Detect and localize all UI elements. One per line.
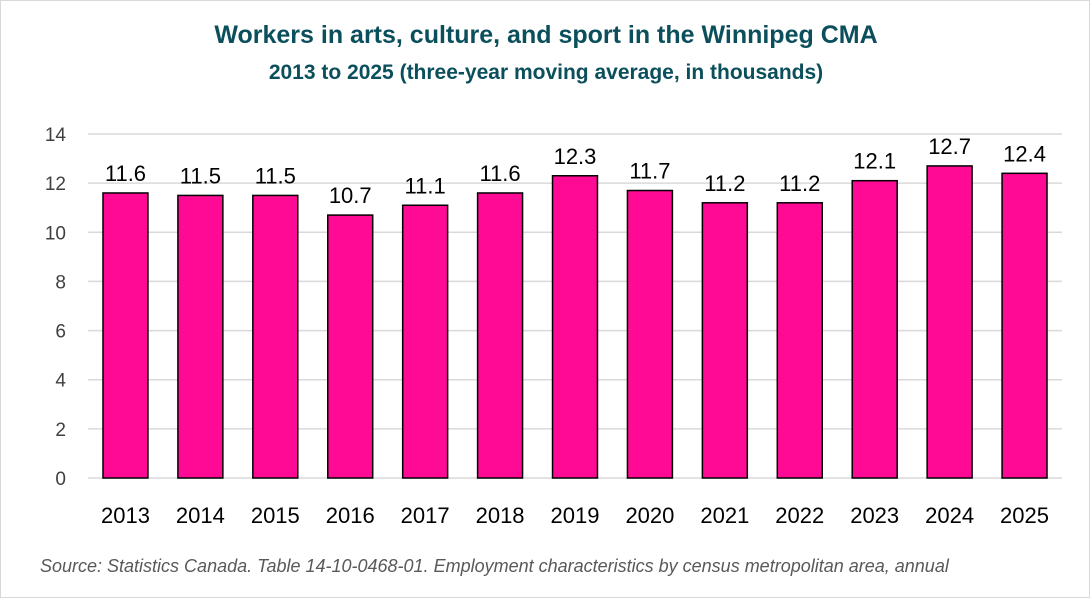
y-tick-label: 12 [45,174,66,195]
data-label-2023: 12.1 [853,149,896,174]
x-tick-label-2022: 2022 [775,503,824,528]
bar-2020 [626,189,674,479]
x-tick-label-2025: 2025 [1000,503,1049,528]
bar-2025 [1001,172,1048,479]
source-note: Source: Statistics Canada. Table 14-10-0… [40,556,949,576]
bar-2022 [776,202,823,479]
x-tick-label-2013: 2013 [101,503,150,528]
chart-subtitle: 2013 to 2025 (three-year moving average,… [268,61,824,84]
y-tick-label: 2 [55,420,66,441]
x-tick-label-2023: 2023 [850,503,899,528]
x-tick-label-2024: 2024 [925,503,974,528]
data-label-2020: 11.7 [629,159,670,184]
x-axis-ticks: 2013 2014 2015 2016 2017 2018 2019 2020 2021 2022… [101,503,1049,528]
x-tick-label-2019: 2019 [551,503,600,528]
y-tick-label: 6 [55,322,66,343]
data-label-2014: 11.5 [180,163,221,188]
bar-2016 [327,214,374,479]
x-tick-label-2017: 2017 [401,503,450,528]
y-tick-label: 0 [55,469,66,490]
data-label-2015: 11.5 [255,163,296,188]
data-label-2016: 10.7 [329,183,372,208]
x-tick-label-2021: 2021 [700,503,749,528]
chart-title: Workers in arts, culture, and sport in t… [214,21,878,49]
x-tick-label-2014: 2014 [176,503,225,528]
y-tick-label: 8 [55,272,66,293]
bar-2023 [851,179,898,479]
x-tick-label-2016: 2016 [326,503,375,528]
bar-2013 [102,192,149,479]
data-label-2025: 12.4 [1003,141,1046,166]
y-tick-label: 4 [55,371,66,392]
bar-2017 [401,204,449,479]
data-label-2024: 12.7 [928,134,971,159]
data-labels: 11.6 11.5 11.5 10.7 11.1 11.6 12.3 11.7 11.2 11.2… [105,134,1046,208]
y-tick-label: 10 [45,223,66,244]
y-tick-label: 14 [45,125,67,146]
x-tick-label-2018: 2018 [476,503,525,528]
bar-2018 [476,192,524,479]
bars [102,165,1048,479]
bar-2019 [551,175,599,479]
x-tick-label-2015: 2015 [251,503,300,528]
bar-2024 [926,165,973,479]
x-tick-label-2020: 2020 [625,503,674,528]
data-label-2019: 12.3 [554,144,597,169]
data-label-2022: 11.2 [779,171,820,196]
bar-2021 [701,202,749,479]
data-label-2013: 11.6 [105,161,146,186]
bar-2015 [252,194,299,479]
data-label-2017: 11.1 [405,173,446,198]
bar-2014 [177,194,224,479]
y-axis-ticks: 0 2 4 6 8 10 12 14 [45,125,67,490]
data-label-2018: 11.6 [479,161,520,186]
data-label-2021: 11.2 [704,171,745,196]
